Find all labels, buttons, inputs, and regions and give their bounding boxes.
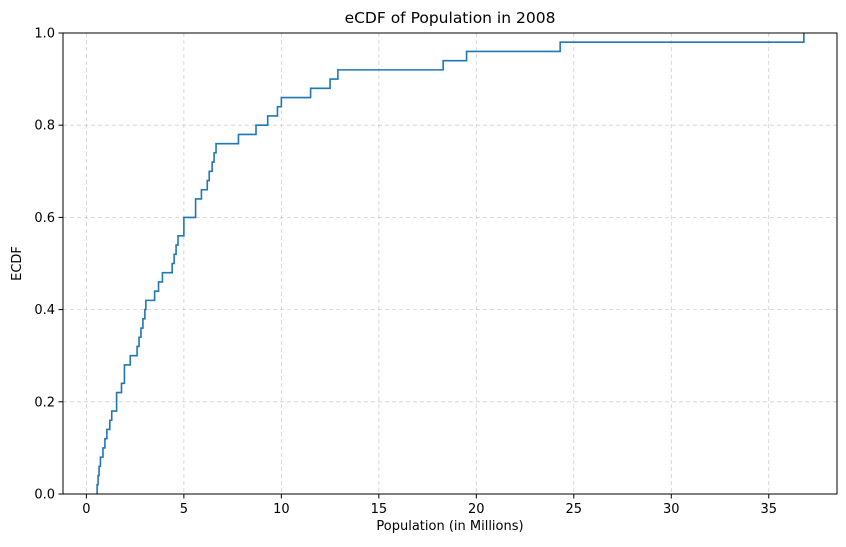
- x-tick-label: 30: [663, 502, 680, 517]
- x-tick-label: 25: [566, 502, 583, 517]
- plot-frame: [62, 32, 838, 495]
- x-tick-label: 5: [180, 502, 188, 517]
- y-tick-label: 0.0: [34, 488, 55, 503]
- x-tick-label: 10: [273, 502, 290, 517]
- ticks: 0 5 10 15 20 25 30 35 0.0 0.2 0.4 0.6 0.8 1.0: [34, 27, 777, 518]
- x-tick-label: 0: [82, 502, 90, 517]
- y-tick-label: 0.2: [34, 395, 55, 410]
- x-tick-label: 20: [468, 502, 485, 517]
- x-axis-label: Population (in Millions): [376, 519, 523, 534]
- series-layer: [96, 33, 805, 494]
- y-axis-label: ECDF: [10, 246, 25, 281]
- x-tick-label: 35: [760, 502, 777, 517]
- chart-title: eCDF of Population in 2008: [345, 9, 556, 27]
- y-tick-label: 0.8: [34, 119, 55, 134]
- x-tick-label: 15: [371, 502, 388, 517]
- ecdf-step-line: [96, 33, 805, 494]
- y-tick-label: 0.6: [34, 211, 55, 226]
- y-tick-label: 1.0: [34, 27, 55, 42]
- y-tick-label: 0.4: [34, 303, 55, 318]
